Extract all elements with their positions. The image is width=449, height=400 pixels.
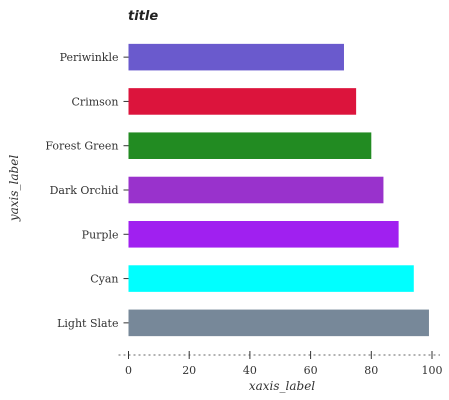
- x-tick-label: 60: [304, 364, 318, 377]
- y-tick-label: Purple: [82, 228, 119, 241]
- bar-periwinkle: [128, 43, 344, 71]
- bars-group: [128, 43, 429, 337]
- y-tick-label: Light Slate: [57, 317, 118, 330]
- x-tick-label: 20: [182, 364, 196, 377]
- x-tick-label: 80: [364, 364, 378, 377]
- x-tick-label: 40: [243, 364, 257, 377]
- y-tick-label: Dark Orchid: [50, 184, 119, 197]
- y-tick-label: Periwinkle: [60, 51, 119, 64]
- y-tick-label: Crimson: [72, 95, 119, 108]
- bar-dark-orchid: [128, 176, 384, 204]
- bar-crimson: [128, 88, 357, 115]
- x-axis: 0 20 40 60 80 100: [118, 351, 443, 377]
- x-tick-label: 0: [125, 364, 132, 377]
- y-tick-label: Forest Green: [45, 140, 118, 153]
- chart-title: title: [128, 9, 158, 24]
- bar-forest-green: [128, 132, 372, 159]
- x-axis-label: xaxis_label: [249, 379, 315, 393]
- y-tick-label: Cyan: [90, 273, 118, 286]
- bar-light-slate: [128, 309, 429, 337]
- bar-cyan: [128, 265, 414, 292]
- y-axis: Light Slate Cyan Purple Dark Orchid Forest G…: [45, 51, 129, 330]
- x-tick-label: 100: [422, 364, 443, 377]
- y-axis-label: yaxis_label: [7, 155, 21, 222]
- bar-purple: [128, 221, 399, 248]
